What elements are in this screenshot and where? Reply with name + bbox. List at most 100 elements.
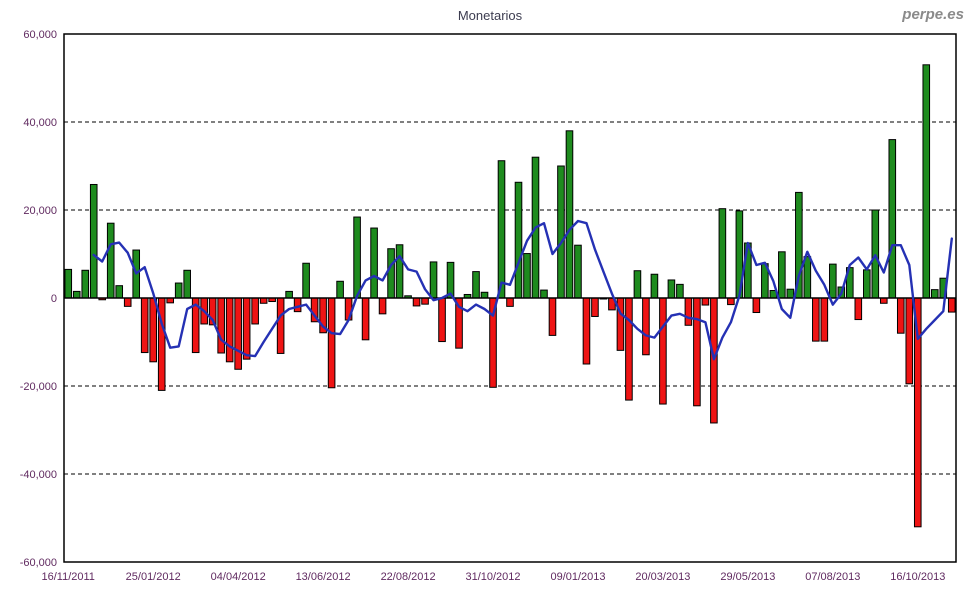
bar-week-21-03-2012 (217, 297, 225, 354)
x-tick-label: 31/10/2012 (465, 571, 520, 583)
bar-week-09-10-2013 (905, 297, 914, 385)
bar-week-21-12-2011 (106, 222, 115, 299)
x-tick-label: 16/11/2011 (41, 571, 94, 583)
bar-week-18-04-2012 (251, 297, 259, 325)
y-tick-label: -60,000 (20, 557, 57, 569)
bar-week-19-09-2012 (438, 297, 446, 343)
bar-week-07-11-2012 (497, 160, 506, 299)
bar-week-04-09-2013 (863, 269, 871, 299)
bar-week-22-02-2012 (183, 269, 191, 299)
bar-week-16-01-2013 (582, 297, 591, 365)
plot-border (63, 33, 957, 563)
bar-week-04-04-2012 (234, 297, 242, 370)
bar-week-18-07-2012 (361, 297, 370, 341)
bar-week-02-01-2013 (565, 130, 574, 299)
bar-week-17-10-2012 (472, 271, 480, 299)
bar-week-24-07-2013 (812, 297, 820, 342)
bar-week-18-01-2012 (140, 297, 149, 354)
bar-week-26-12-2012 (557, 165, 565, 299)
bar-week-31-07-2013 (820, 297, 829, 342)
bar-week-29-08-2012 (412, 297, 421, 307)
y-tick-label: 20,000 (23, 205, 57, 217)
y-tick-label: 0 (51, 293, 57, 305)
bar-week-12-12-2012 (540, 289, 548, 299)
x-tick-label: 16/10/2013 (890, 571, 945, 583)
bar-week-25-07-2012 (370, 227, 378, 299)
x-tick-label: 29/05/2013 (720, 571, 775, 583)
y-tick-label: 60,000 (23, 29, 57, 41)
bar-week-27-06-2012 (336, 280, 344, 299)
bar-week-05-06-2013 (752, 297, 761, 314)
x-tick-label: 09/01/2013 (550, 571, 605, 583)
x-tick-label: 04/04/2012 (211, 571, 266, 583)
bar-week-05-09-2012 (421, 297, 429, 305)
bar-week-20-06-2012 (327, 297, 336, 389)
bar-week-24-04-2013 (701, 297, 710, 306)
bar-week-28-03-2012 (225, 297, 234, 363)
bar-week-28-11-2012 (523, 253, 531, 299)
bar-week-28-12-2011 (115, 285, 124, 299)
bar-week-23-11-2011 (72, 290, 81, 299)
bar-week-25-09-2013 (888, 139, 897, 299)
bar-week-30-10-2013 (930, 289, 939, 299)
bar-week-08-08-2012 (387, 248, 395, 299)
bar-week-15-08-2012 (395, 244, 404, 299)
bar-week-09-05-2012 (276, 297, 285, 354)
bar-week-17-04-2013 (693, 297, 701, 407)
bar-week-27-03-2013 (667, 279, 676, 299)
y-tick-label: -40,000 (20, 469, 57, 481)
y-tick-label: -20,000 (20, 381, 57, 393)
bar-week-02-10-2013 (896, 297, 905, 334)
bar-week-16-11-2011 (64, 268, 73, 299)
bar-week-24-10-2012 (480, 291, 489, 299)
bar-week-03-07-2013 (786, 288, 795, 299)
x-tick-label: 13/06/2012 (296, 571, 351, 583)
bar-week-16-05-2012 (285, 290, 293, 299)
x-tick-label: 20/03/2013 (635, 571, 690, 583)
bar-week-23-01-2013 (591, 297, 599, 317)
bar-week-11-04-2012 (242, 297, 251, 360)
bar-week-07-08-2013 (829, 263, 837, 299)
bar-week-25-04-2012 (259, 297, 268, 304)
bar-week-06-03-2013 (642, 297, 650, 356)
bar-week-30-05-2012 (302, 262, 310, 299)
bar-week-10-04-2013 (684, 297, 693, 326)
bar-week-23-10-2013 (922, 64, 931, 299)
bar-week-26-06-2013 (778, 251, 786, 299)
x-tick-label: 07/08/2013 (805, 571, 860, 583)
bar-week-20-02-2013 (625, 297, 633, 401)
bar-week-18-09-2013 (879, 297, 888, 304)
moving-average-line (92, 219, 953, 361)
bar-week-13-11-2013 (947, 297, 956, 313)
bar-week-21-11-2012 (514, 181, 523, 299)
bar-week-20-03-2013 (659, 297, 667, 405)
bar-week-28-08-2013 (854, 297, 863, 321)
bar-week-19-12-2012 (548, 297, 557, 336)
bar-week-23-05-2012 (293, 297, 302, 313)
bar-week-09-01-2013 (574, 244, 582, 299)
bar-week-15-05-2013 (727, 297, 735, 306)
bar-week-11-07-2012 (353, 216, 361, 299)
bar-week-30-11-2011 (81, 269, 90, 299)
y-tick-label: 40,000 (23, 117, 57, 129)
bar-week-17-07-2013 (803, 256, 812, 299)
bar-week-15-02-2012 (174, 282, 183, 299)
bar-week-13-03-2013 (650, 273, 659, 299)
bar-week-11-09-2013 (871, 209, 880, 299)
bar-week-12-09-2012 (429, 261, 438, 299)
bar-week-25-01-2012 (149, 297, 157, 363)
bar-week-08-05-2013 (718, 208, 727, 299)
bar-week-14-11-2012 (506, 297, 514, 307)
bar-week-01-05-2013 (710, 297, 718, 424)
bar-week-04-01-2012 (123, 297, 132, 307)
bar-week-03-04-2013 (676, 283, 684, 299)
bar-week-07-12-2011 (89, 183, 98, 299)
watermark-logo: perpe.es (902, 6, 964, 23)
chart-title: Monetarios (457, 8, 523, 23)
bar-week-27-02-2013 (633, 270, 642, 299)
bar-week-01-08-2012 (378, 297, 387, 315)
x-tick-label: 22/08/2012 (381, 571, 436, 583)
x-tick-label: 25/01/2012 (126, 571, 181, 583)
